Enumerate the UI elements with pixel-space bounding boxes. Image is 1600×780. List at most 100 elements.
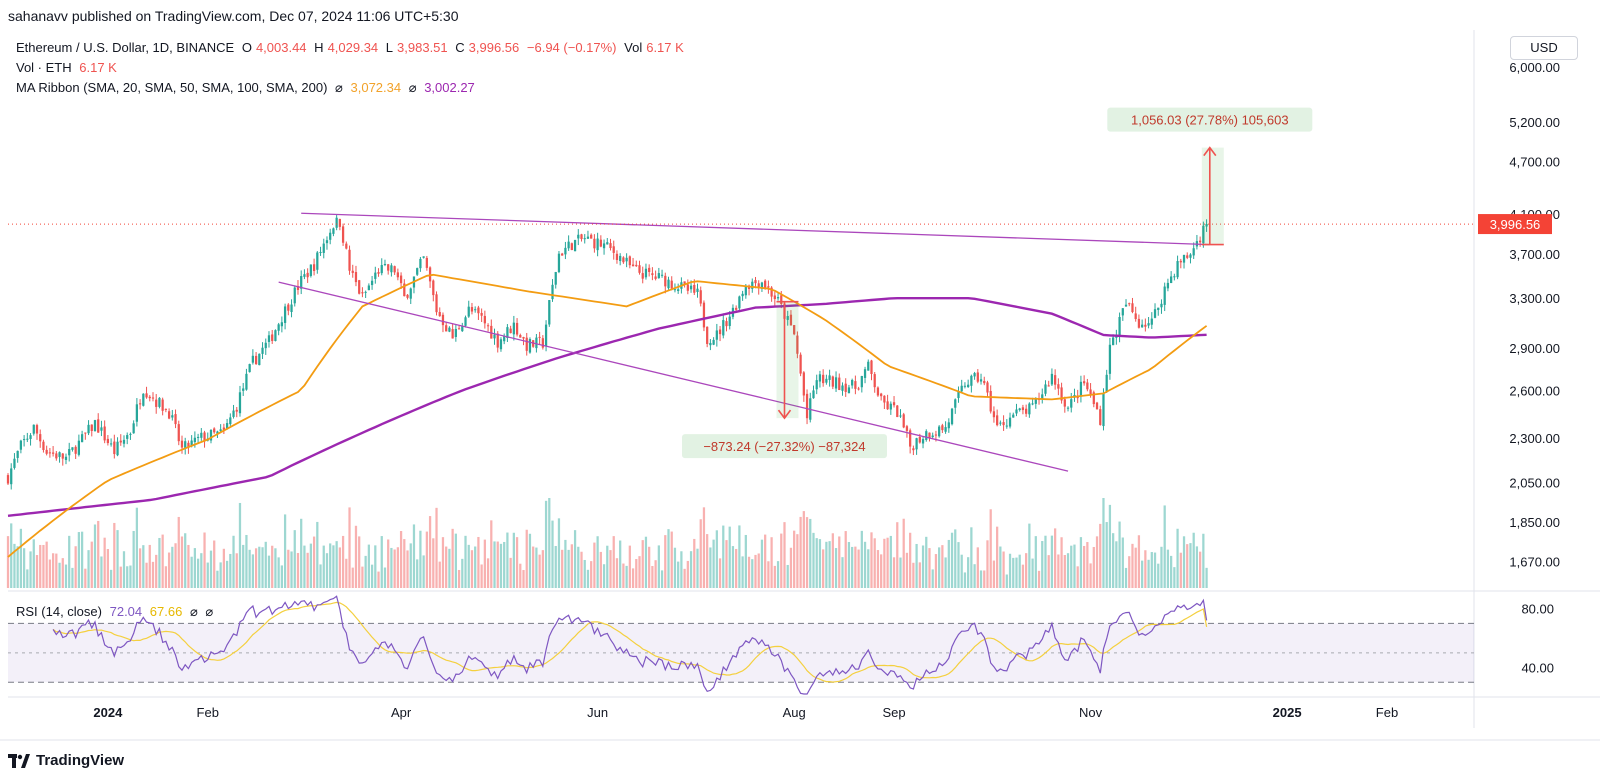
candle-body <box>158 397 161 407</box>
candle-body <box>812 390 815 399</box>
volume-bar <box>693 538 696 588</box>
volume-bar <box>10 523 13 588</box>
tradingview-footer[interactable]: TradingView <box>8 752 124 769</box>
volume-bar <box>754 554 757 588</box>
candle-body <box>1008 417 1012 427</box>
time-tick-label-1: Feb <box>197 705 219 720</box>
footer-brand: TradingView <box>36 752 125 769</box>
candle-body <box>254 355 258 365</box>
volume-bar <box>93 524 97 588</box>
volume-bar <box>39 544 42 588</box>
candle-body <box>184 441 187 448</box>
volume-bar <box>892 557 896 588</box>
volume-bar <box>403 539 406 588</box>
price-change: −6.94 (−0.17%) <box>526 40 617 55</box>
candle-body <box>867 361 870 371</box>
candle-body <box>622 257 625 263</box>
volume-bar <box>151 561 155 588</box>
volume-bar <box>132 530 135 588</box>
volume-bar <box>264 541 267 588</box>
volume-bar <box>287 549 290 588</box>
candle-body <box>1092 392 1095 405</box>
volume-bar <box>335 541 338 588</box>
volume-bar <box>406 550 409 588</box>
candle-body <box>725 321 728 327</box>
rsi-legend: RSI (14, close) 72.04 67.66 ⌀ ⌀ <box>16 604 217 620</box>
candle-body <box>570 243 573 250</box>
volume-bar <box>673 547 677 588</box>
candle-body <box>1057 384 1060 389</box>
volume-bar <box>670 531 673 588</box>
volume-bar <box>109 569 113 588</box>
candle-body <box>322 243 325 253</box>
measure-area-0 <box>776 301 799 419</box>
candle-body <box>122 439 126 444</box>
volume-bar <box>609 550 612 588</box>
volume-bar <box>1089 563 1092 588</box>
candle-body <box>64 456 68 461</box>
volume-bar <box>1134 547 1137 588</box>
volume-bar <box>68 535 71 588</box>
volume-bar <box>309 543 312 588</box>
volume-bar <box>976 547 979 588</box>
volume-bar <box>235 553 238 588</box>
volume-bar <box>802 511 805 588</box>
candle-body <box>361 292 364 294</box>
candle-body <box>216 431 219 434</box>
volume-bar <box>738 525 741 588</box>
volume-bar <box>706 534 709 588</box>
volume-bar <box>876 550 880 588</box>
volume-bar <box>950 532 954 588</box>
candle-body <box>190 440 193 446</box>
candle-body <box>590 234 593 239</box>
candle-body <box>641 273 644 279</box>
candle-body <box>660 274 664 276</box>
volume-bar <box>490 520 493 588</box>
volume-bar <box>174 543 177 588</box>
close-value: 3,996.56 <box>468 40 520 55</box>
candle-body <box>941 425 944 431</box>
volume-indicator-label: Vol · ETH <box>16 60 72 75</box>
candle-body <box>51 452 55 454</box>
volume-bar <box>103 537 106 588</box>
candle-body <box>116 441 119 456</box>
candle-body <box>883 395 886 403</box>
volume-bar <box>944 557 947 588</box>
volume-bar <box>657 545 660 588</box>
volume-bar <box>541 550 544 588</box>
currency-button[interactable]: USD <box>1510 36 1578 60</box>
candle-body <box>609 243 612 249</box>
volume-bar <box>19 528 23 588</box>
volume-bar <box>74 546 77 588</box>
candle-body <box>77 440 81 455</box>
ma-short-line <box>7 273 1208 558</box>
candle-body <box>242 388 245 391</box>
volume-bar <box>1095 536 1099 588</box>
candle-body <box>770 287 773 297</box>
candle-body <box>261 347 264 354</box>
volume-bar <box>751 559 754 588</box>
volume-bar <box>551 520 554 588</box>
candle-body <box>715 330 718 340</box>
candle-body <box>722 320 725 336</box>
volume-bar <box>1008 553 1012 588</box>
open-label: O <box>241 40 252 55</box>
candle-body <box>380 265 383 274</box>
candle-body <box>880 393 883 397</box>
candle-body <box>1166 282 1170 289</box>
volume-bar <box>863 541 867 588</box>
measure-arrowhead-1 <box>1203 146 1217 157</box>
volume-bar <box>612 536 615 588</box>
candle-body <box>1086 382 1089 390</box>
volume-bar <box>277 557 280 588</box>
volume-bar <box>45 541 48 588</box>
candle-body <box>377 272 380 274</box>
volume-bar <box>860 530 863 588</box>
volume-bar <box>184 533 187 588</box>
candle-body <box>213 428 216 433</box>
volume-bar <box>319 564 322 588</box>
candle-body <box>657 273 660 279</box>
volume-bar <box>1186 544 1189 588</box>
volume-bar <box>606 545 609 588</box>
